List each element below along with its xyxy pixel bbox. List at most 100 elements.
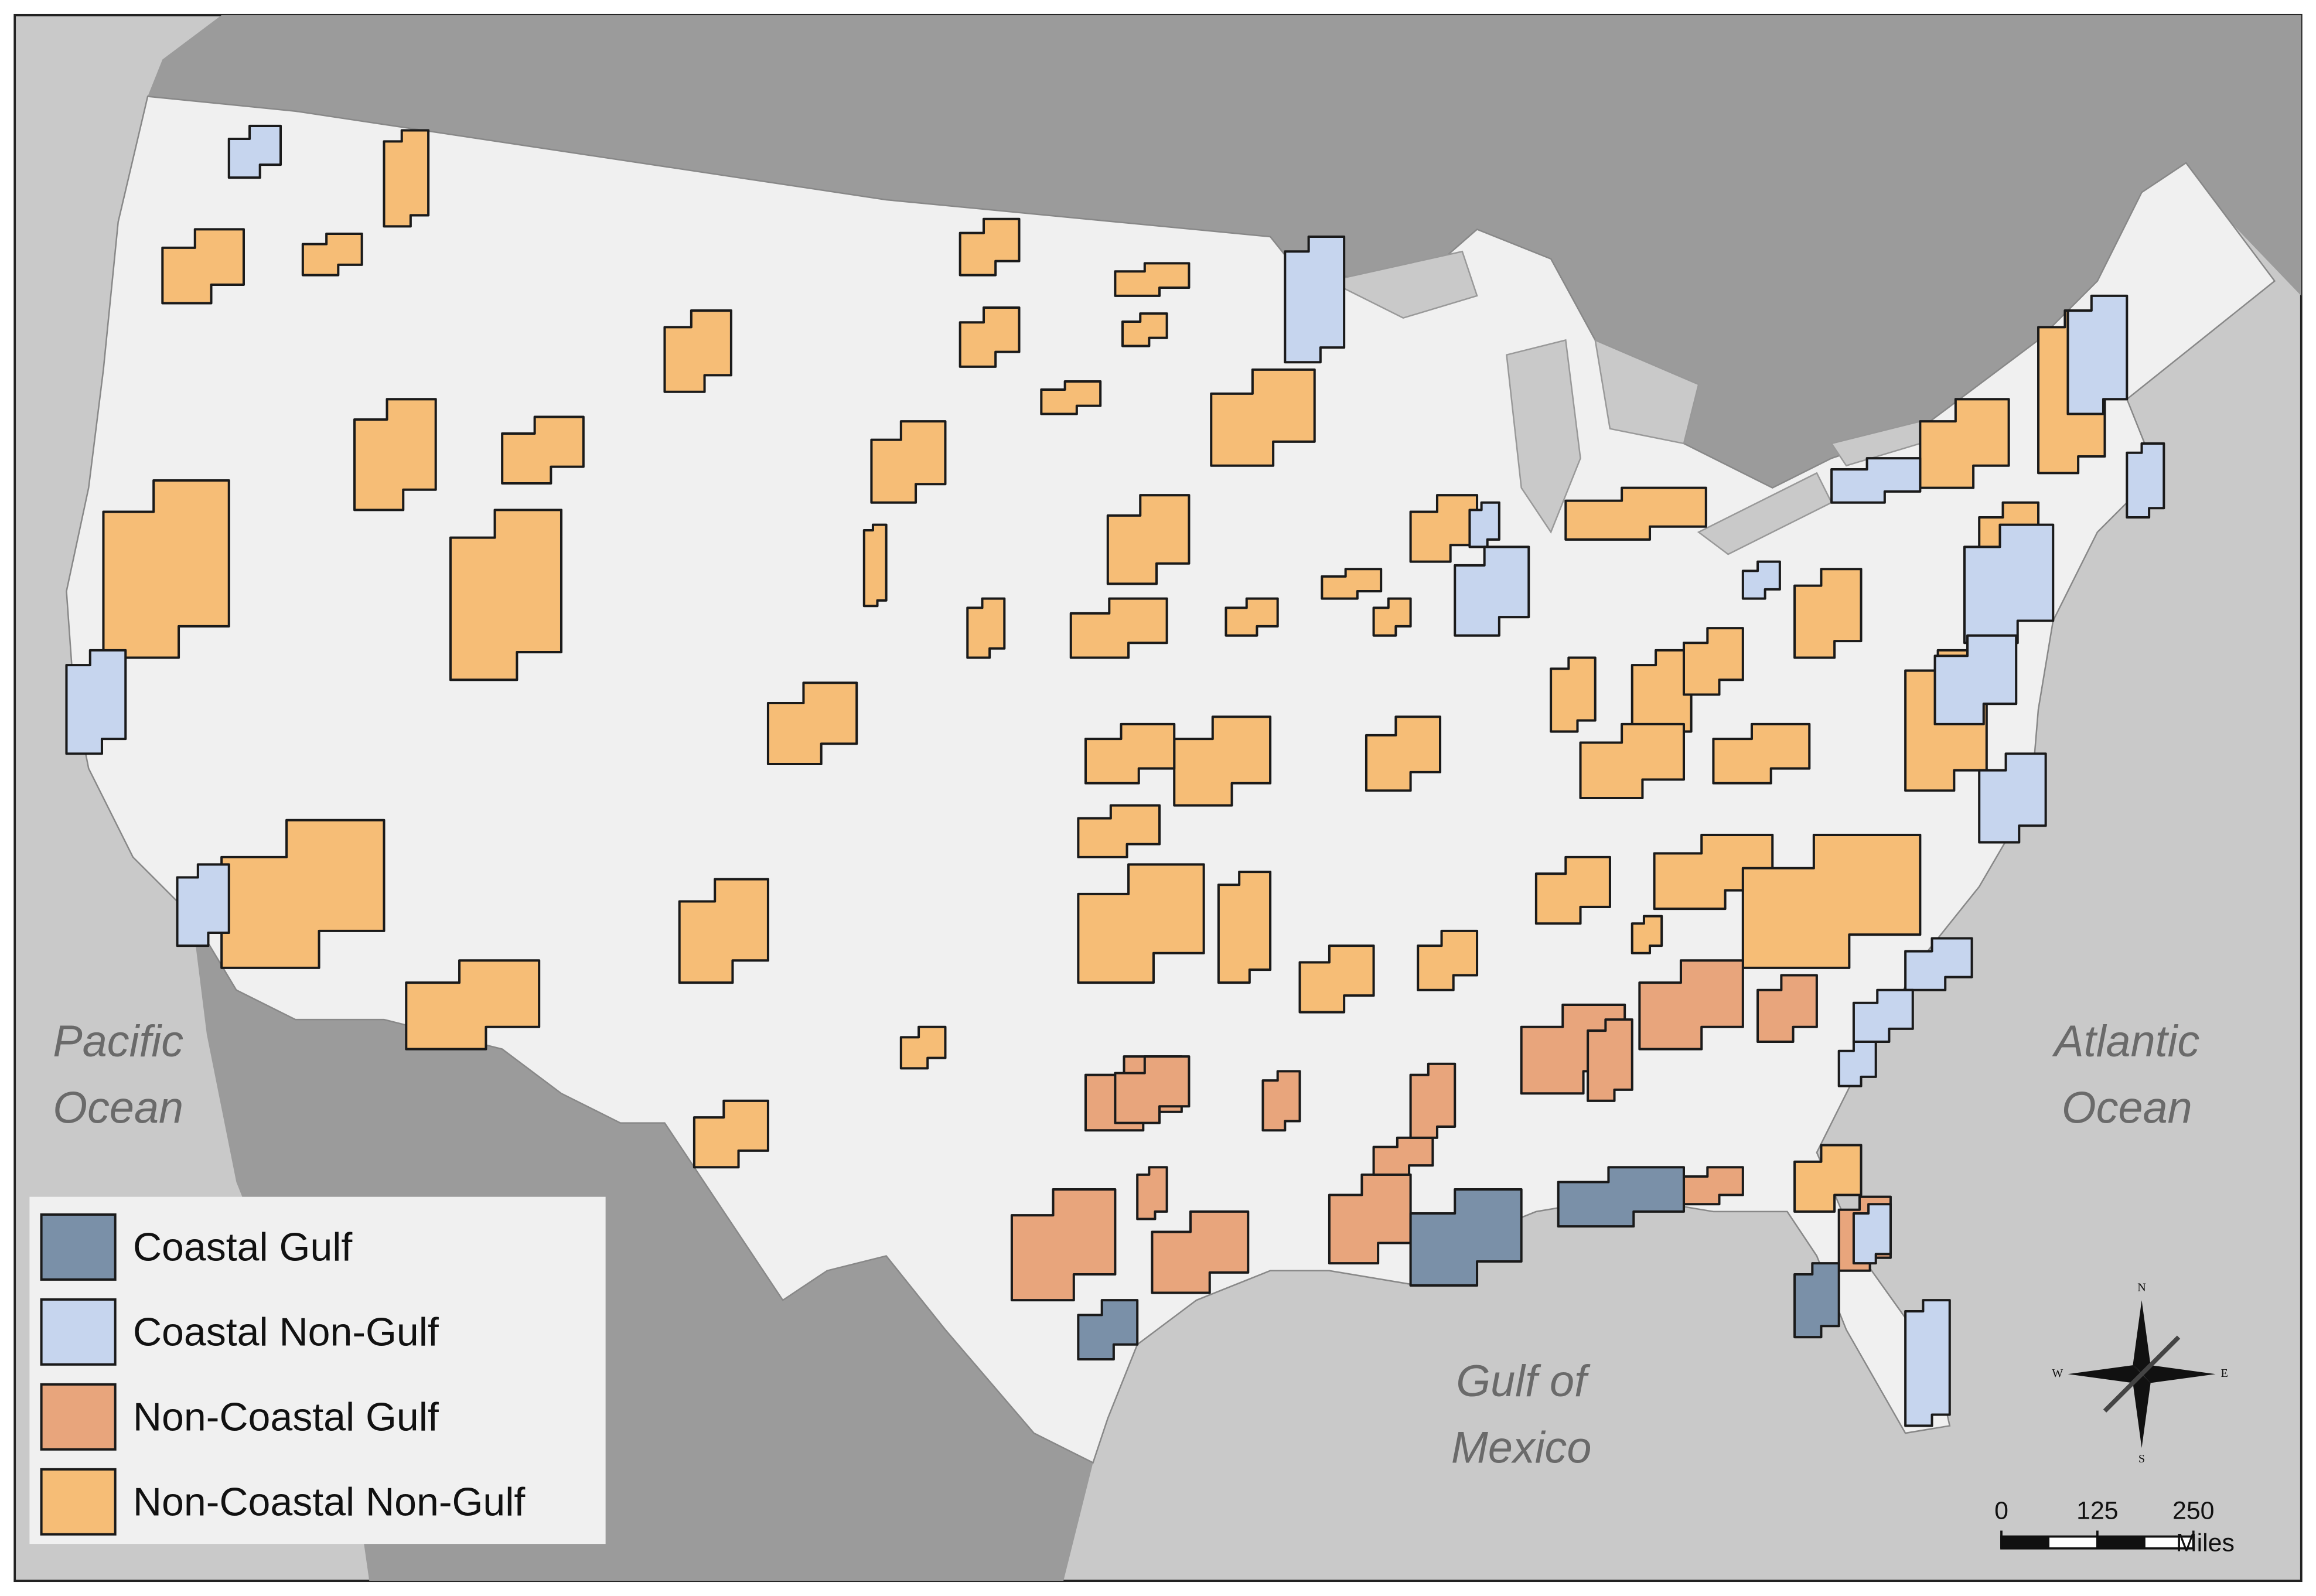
metro-area [1904,937,1973,991]
ocean-label: Ocean [2062,1084,2192,1133]
ocean-labels: Pacific Ocean Atlantic Ocean Gulf of Mex… [53,1017,2199,1472]
compass-letter: N [2137,1281,2146,1294]
scale-bar: 0 125 250 Miles [1994,1496,2235,1557]
compass-needle [2068,1365,2142,1383]
metro-area [1372,1136,1434,1176]
metro-area [862,523,888,608]
metro-area [1077,863,1205,984]
metro-area [1793,1144,1863,1213]
metro-area [1365,715,1442,792]
metro-area [678,878,769,984]
metro-area [1151,1210,1250,1294]
metro-area [1077,804,1161,858]
metro-area [1631,915,1663,954]
metro-area [1793,568,1863,659]
canada [148,15,2301,488]
metro-area [766,681,858,766]
compass-needle [2133,1300,2151,1375]
metro-area [301,232,363,277]
metro-area [1550,656,1597,733]
metro-area [1298,944,1375,1014]
metro-area [1741,834,1922,969]
compass-needle [2103,1335,2181,1413]
metro-area [1114,262,1191,297]
metro-area [1978,752,2047,844]
metro-area [1904,1299,1951,1427]
metro-area [1321,568,1383,600]
metro-area [1114,1055,1191,1124]
metro-area [2066,294,2129,415]
compass: N E S W [2052,1281,2228,1465]
metro-area [1587,1018,1633,1102]
legend-label: Non-Coastal Non-Gulf [133,1479,525,1524]
metro-area [899,1025,947,1070]
metro-area [1409,1188,1523,1287]
great-lakes [1327,250,1921,555]
metro-area [1830,457,1922,504]
legend-swatch [40,1383,117,1451]
metro-area [2126,442,2165,519]
metro-area [1077,1299,1139,1361]
legend-swatch [40,1213,117,1281]
metro-area [1284,235,1346,364]
compass-needle [2141,1365,2216,1383]
metro-area [1756,974,1818,1043]
metro-area [227,124,282,179]
metro-area [693,1099,769,1169]
legend-swatch [40,1468,117,1536]
ocean-label: Mexico [1451,1423,1592,1472]
ocean-label: Pacific [53,1017,183,1066]
metro-area [1919,398,2010,489]
scale-bar-segment [2097,1536,2146,1549]
metro-area [1712,722,1811,785]
compass-needle [2133,1374,2151,1448]
metro-area [1837,1040,1877,1087]
legend-box [29,1196,606,1544]
scale-label: 125 [2076,1496,2118,1525]
metro-area [1173,715,1272,807]
metro-area [966,597,1006,659]
metro-area [1564,486,1707,541]
compass-letter: S [2138,1452,2145,1465]
metro-area [1454,545,1530,637]
metro-area [1682,1166,1744,1206]
metro-area [1741,560,1781,600]
legend-label: Coastal Non-Gulf [133,1309,439,1354]
compass-letter: E [2221,1367,2228,1380]
metro-area [1579,722,1686,800]
metro-area [1409,1062,1457,1139]
metro-area [1261,1070,1301,1132]
scale-bar-segment [2001,1536,2049,1549]
metro-area [959,217,1021,277]
metro-area [1224,597,1279,637]
metro-area [1084,722,1176,785]
metro-area [102,479,230,659]
metro-area [449,509,563,681]
metro-area [1468,501,1500,548]
ocean-label: Gulf of [1456,1357,1591,1406]
metro-area [1534,855,1611,925]
metro-area [1852,1203,1892,1265]
metro-area [1106,494,1191,585]
legend-label: Coastal Gulf [133,1225,353,1269]
metro-area [1010,1188,1117,1302]
metro-area [1638,959,1744,1051]
metro-area [161,228,245,305]
legend-label: Non-Coastal Gulf [133,1394,439,1439]
metro-area [1933,634,2018,725]
metro-area [1121,312,1168,347]
scale-unit: Miles [2176,1529,2235,1557]
metro-area [870,420,947,504]
metro-area [663,309,732,393]
ocean-label: Atlantic [2052,1017,2199,1066]
scale-label: 250 [2172,1496,2214,1525]
metro-area [353,398,437,511]
metro-area [1682,627,1744,696]
metro-area [405,959,541,1051]
metro-area [1040,380,1102,415]
metro-area [1136,1166,1168,1220]
metro-area [1557,1166,1686,1228]
metro-area [383,129,430,228]
metro-area [501,415,585,485]
